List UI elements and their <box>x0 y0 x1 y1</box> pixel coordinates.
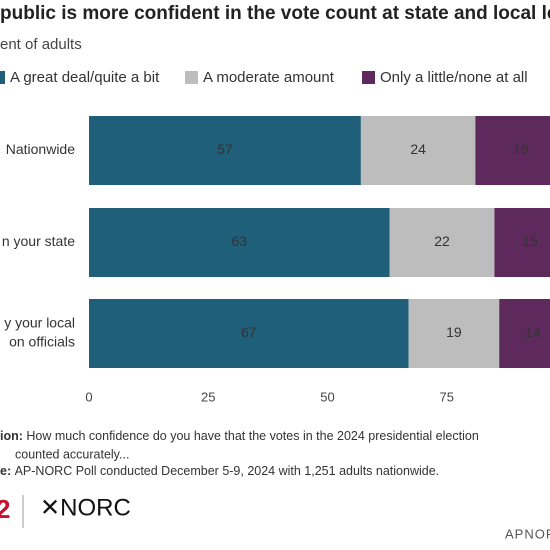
bar-segment <box>89 299 409 368</box>
data-label: 57 <box>217 141 233 157</box>
bar-segment <box>494 208 550 277</box>
data-label: 15 <box>522 233 538 249</box>
legend-label: Only a little/none at all <box>380 69 528 86</box>
source-text: AP-NORC Poll conducted December 5-9, 202… <box>15 464 440 478</box>
category-label: y your local <box>4 315 75 331</box>
bar-segment <box>475 116 550 185</box>
plot: A great deal/quite a bit A moderate amoun… <box>0 69 550 404</box>
bar-segment <box>360 116 476 185</box>
data-label: 19 <box>446 324 462 340</box>
data-label: 63 <box>231 233 247 249</box>
data-label: 67 <box>241 324 257 340</box>
chart-title: public is more confident in the vote cou… <box>0 3 550 24</box>
bar-segment <box>408 299 500 368</box>
data-label: 19 <box>513 141 529 157</box>
x-tick-label: 0 <box>85 389 92 404</box>
legend-swatch <box>0 71 5 84</box>
bar-segment <box>89 208 390 277</box>
legend-label: A moderate amount <box>203 69 335 86</box>
legend-label: A great deal/quite a bit <box>10 69 160 86</box>
question-label: ion: <box>0 429 26 443</box>
legend-swatch <box>362 71 375 84</box>
source-line: e: AP-NORC Poll conducted December 5-9, … <box>0 464 439 478</box>
question-text: counted accurately... <box>15 447 129 461</box>
bar-segment <box>499 299 550 368</box>
x-tick-label: 25 <box>201 389 215 404</box>
question-text: How much confidence do you have that the… <box>26 429 478 443</box>
data-label: 14 <box>525 324 541 340</box>
source-label: e: <box>0 464 15 478</box>
question-line: ion: How much confidence do you have tha… <box>0 429 479 443</box>
data-label: 24 <box>410 141 426 157</box>
credit: APNOR <box>505 526 550 541</box>
logo-norc: ✕NORC <box>40 494 131 521</box>
chart-subtitle: ent of adults <box>0 36 82 53</box>
category-label: n your state <box>2 233 75 249</box>
bar-segment <box>89 116 361 185</box>
data-label: 22 <box>434 233 450 249</box>
category-label: on officials <box>9 334 75 350</box>
category-label: Nationwide <box>6 141 75 157</box>
x-tick-label: 75 <box>440 389 454 404</box>
x-tick-label: 50 <box>320 389 334 404</box>
legend-swatch <box>185 71 198 84</box>
bar-segment <box>389 208 495 277</box>
logo-ap: 2 <box>0 494 10 524</box>
